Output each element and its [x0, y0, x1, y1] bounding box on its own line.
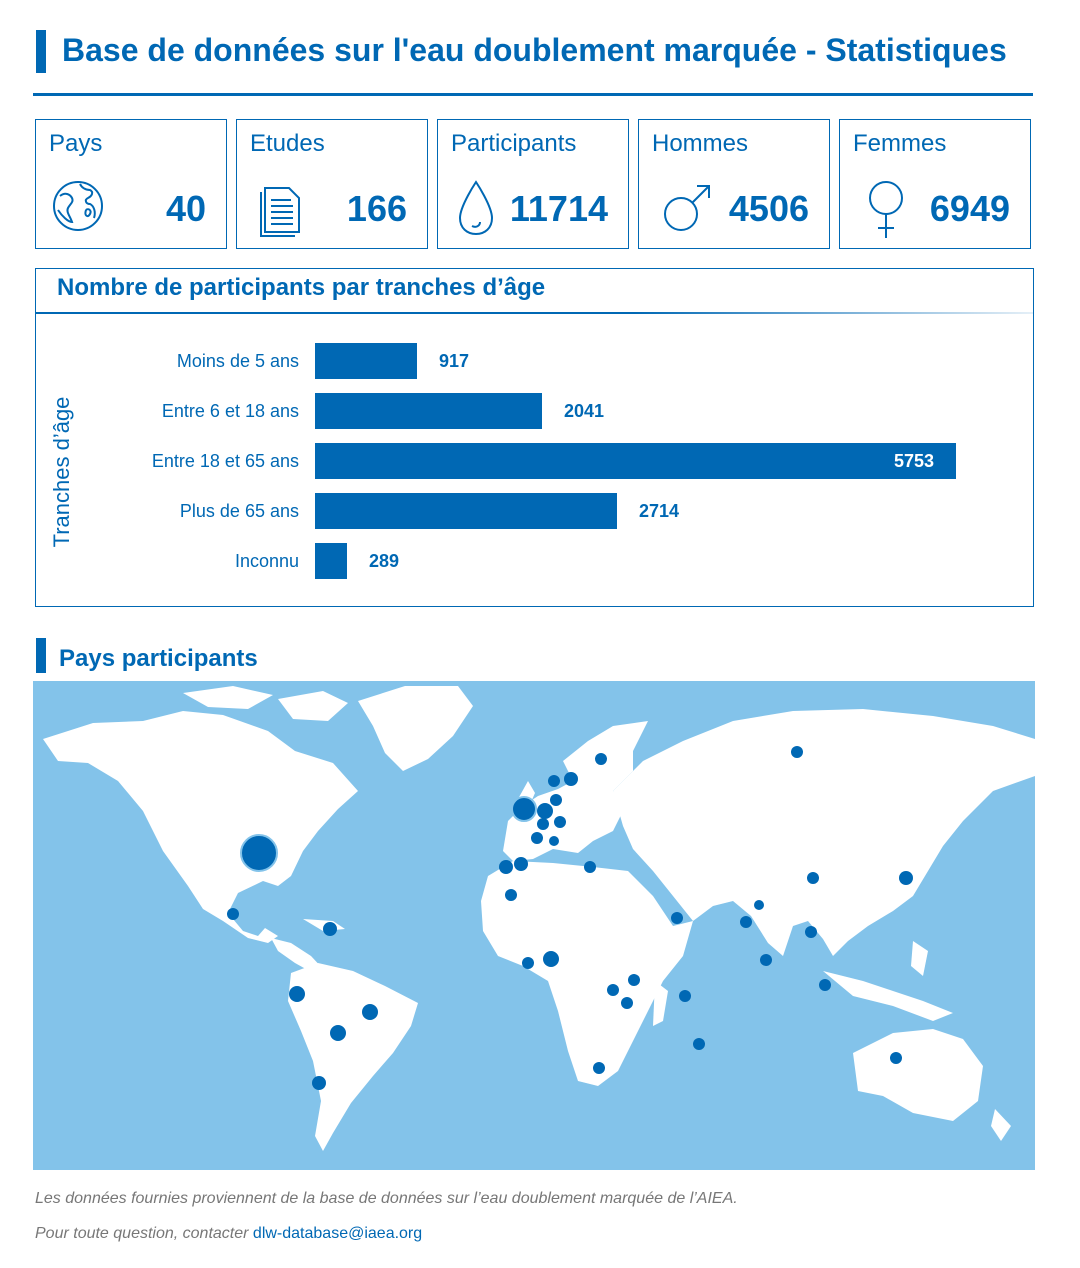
marker-australia	[890, 1052, 902, 1064]
female-symbol-icon	[869, 181, 903, 238]
title-accent-bar	[36, 30, 46, 73]
marker-south-africa	[593, 1062, 605, 1074]
stat-value: 166	[346, 188, 407, 229]
chart-divider	[36, 312, 1033, 314]
water-drop-icon	[458, 180, 494, 236]
stat-card-participants: Participants 11714	[437, 119, 629, 249]
stat-card-men: Hommes 4506	[638, 119, 830, 249]
marker-morocco	[505, 889, 517, 901]
marker-italy	[549, 836, 559, 846]
marker-uk	[511, 796, 537, 822]
value-label: 2041	[564, 401, 604, 421]
page-title: Base de données sur l'eau doublement mar…	[62, 32, 1007, 68]
stat-label: Hommes	[652, 130, 749, 157]
stat-card-women: Femmes 6949	[839, 119, 1031, 249]
marker-norway	[548, 775, 560, 787]
value-label: 2714	[639, 501, 679, 521]
marker-russia	[791, 746, 803, 758]
marker-spain	[514, 857, 528, 871]
value-label: 289	[369, 551, 399, 571]
bar	[315, 443, 956, 479]
document-icon	[260, 187, 300, 237]
contact-note: Pour toute question, contacter dlw-datab…	[35, 1225, 422, 1243]
stat-value: 6949	[929, 188, 1010, 229]
stat-label: Femmes	[853, 130, 947, 157]
bar	[315, 543, 347, 579]
male-symbol-icon	[664, 185, 710, 231]
marker-brazil	[362, 1004, 378, 1020]
bar	[315, 493, 617, 529]
contact-email-link[interactable]: dlw-database@iaea.org	[252, 1225, 423, 1242]
title-underline	[33, 93, 1033, 96]
chart-title: Nombre de participants par tranches d’âg…	[57, 274, 546, 301]
country-markers	[227, 746, 913, 1090]
age-bar-chart: Moins de 5 ans 917 Entre 6 et 18 ans 2041 En…	[152, 343, 956, 579]
category-label: Moins de 5 ans	[177, 351, 299, 371]
bar	[315, 393, 542, 429]
marker-bolivia	[330, 1025, 346, 1041]
stat-value: 11714	[509, 188, 608, 229]
stat-card-countries: Pays 40	[35, 119, 227, 249]
value-label: 5753	[894, 451, 934, 471]
globe-icon	[53, 181, 103, 231]
age-chart-panel: Nombre de participants par tranches d’âg…	[35, 268, 1034, 607]
marker-seychelles	[679, 990, 691, 1002]
category-label: Inconnu	[235, 551, 299, 571]
world-map	[33, 681, 1035, 1170]
marker-finland	[595, 753, 607, 765]
stat-label: Etudes	[250, 130, 325, 157]
marker-colombia	[289, 986, 305, 1002]
marker-france	[537, 818, 549, 830]
stat-label: Pays	[49, 130, 103, 157]
marker-sweden	[564, 772, 578, 786]
marker-netherlands	[537, 803, 553, 819]
marker-mexico	[227, 908, 239, 920]
marker-singapore	[819, 979, 831, 991]
bar	[315, 343, 417, 379]
marker-germany	[554, 816, 566, 828]
marker-tanzania	[621, 997, 633, 1009]
value-label: 917	[439, 351, 469, 371]
marker-chile	[312, 1076, 326, 1090]
marker-mauritius	[693, 1038, 705, 1050]
stat-label: Participants	[451, 130, 577, 157]
marker-denmark	[550, 794, 562, 806]
category-label: Entre 18 et 65 ans	[152, 451, 299, 471]
marker-japan	[899, 871, 913, 885]
marker-india-w	[740, 916, 752, 928]
landmass	[43, 686, 1035, 1151]
marker-kenya	[628, 974, 640, 986]
category-label: Entre 6 et 18 ans	[162, 401, 299, 421]
marker-caribbean	[323, 922, 337, 936]
marker-ghana	[522, 957, 534, 969]
marker-greece	[584, 861, 596, 873]
marker-sri-lanka	[760, 954, 772, 966]
marker-usa	[240, 834, 278, 872]
marker-kenya-w	[607, 984, 619, 996]
category-label: Plus de 65 ans	[180, 501, 299, 521]
data-source-note: Les données fournies proviennent de la b…	[35, 1190, 738, 1207]
map-title: Pays participants	[59, 645, 258, 672]
contact-prefix: Pour toute question, contacter	[35, 1225, 253, 1242]
marker-nigeria	[543, 951, 559, 967]
stat-value: 40	[165, 188, 206, 229]
marker-portugal	[499, 860, 513, 874]
marker-india	[754, 900, 764, 910]
marker-oman	[671, 912, 683, 924]
marker-china	[807, 872, 819, 884]
stat-card-studies: Etudes 166	[236, 119, 428, 249]
map-accent-bar	[36, 638, 46, 673]
world-map-svg	[43, 686, 1035, 1151]
marker-thailand	[805, 926, 817, 938]
marker-switzerland	[531, 832, 543, 844]
stat-value: 4506	[728, 188, 809, 229]
